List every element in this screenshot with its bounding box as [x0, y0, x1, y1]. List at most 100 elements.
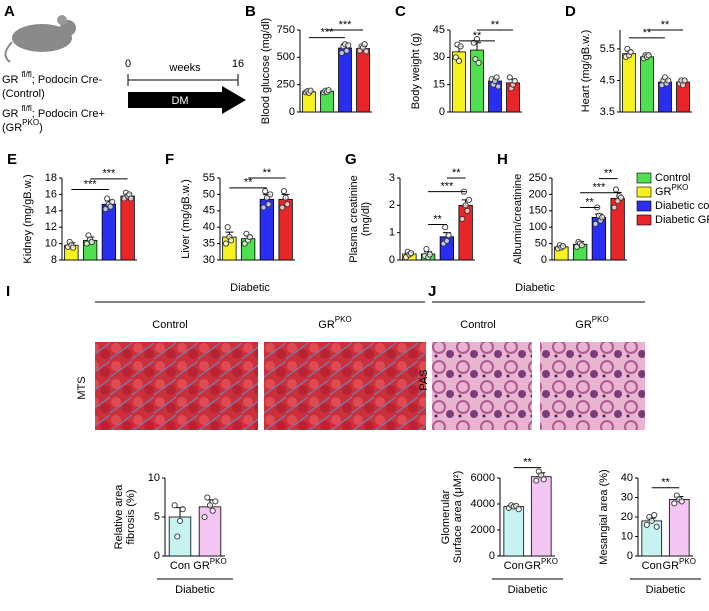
- legend-label: Diabetic GRPKO: [655, 211, 709, 226]
- y-tick-label: 0: [154, 550, 160, 562]
- data-point: [442, 224, 449, 231]
- bar: [503, 506, 525, 557]
- y-tick-label: 0: [389, 254, 395, 266]
- bar: [458, 204, 473, 261]
- significance-label: **: [585, 196, 594, 208]
- y-tick-label: 150: [529, 205, 547, 217]
- significance-label: **: [473, 30, 482, 42]
- group-label: Diabetic: [175, 584, 215, 596]
- bar: [530, 476, 552, 557]
- data-point: [260, 204, 267, 211]
- data-point: [262, 188, 269, 195]
- group-label: Diabetic: [508, 584, 548, 596]
- significance-label: ***: [102, 168, 116, 180]
- text: GR: [655, 186, 672, 198]
- y-tick-label: 45: [433, 24, 445, 36]
- legend-swatch: [636, 172, 652, 184]
- data-point: [107, 203, 114, 210]
- data-point: [560, 243, 567, 250]
- y-tick-label: 250: [277, 79, 295, 91]
- text: ; Podocin Cre+: [32, 108, 105, 120]
- text: PKO: [672, 183, 689, 192]
- data-point: [475, 59, 482, 66]
- y-tick-label: 16: [45, 188, 57, 200]
- text: PKO: [679, 557, 696, 566]
- y-axis-label: Liver (mg/gB.w.): [180, 179, 192, 258]
- data-point: [665, 77, 672, 84]
- x-tick-label: GRPKO: [663, 557, 696, 572]
- significance-label: ***: [339, 19, 353, 31]
- y-tick-label: 45: [203, 205, 215, 217]
- significance-label: **: [491, 19, 500, 31]
- data-point: [423, 246, 430, 253]
- data-point: [284, 201, 291, 208]
- data-point: [204, 494, 211, 501]
- significance-label: **: [244, 177, 253, 189]
- x-tick-label: Con: [504, 560, 524, 572]
- x-tick-label: Con: [170, 560, 190, 572]
- y-tick-label: 40: [203, 221, 215, 233]
- data-point: [457, 43, 464, 50]
- panel-letter: G: [345, 151, 357, 168]
- data-point: [671, 500, 678, 507]
- bar: [338, 47, 352, 113]
- group-label: Diabetic: [646, 584, 686, 596]
- y-tick-label: 3.5: [600, 106, 615, 118]
- significance-label: **: [604, 168, 613, 180]
- data-point: [325, 87, 332, 94]
- y-axis-label: Albumin/creatinine: [512, 174, 524, 265]
- panel-letter: F: [165, 151, 174, 168]
- data-point: [599, 214, 606, 221]
- significance-label: **: [643, 27, 652, 39]
- data-point: [280, 188, 287, 195]
- header: Diabetic: [230, 282, 270, 294]
- data-point: [612, 186, 619, 193]
- y-tick-label: 35: [203, 238, 215, 250]
- x-tick-label: GRPKO: [525, 557, 558, 572]
- y-tick-label: 8: [51, 254, 57, 266]
- y-tick-label: 14: [45, 205, 57, 217]
- data-point: [648, 517, 655, 524]
- data-point: [408, 250, 415, 257]
- text: GR: [193, 560, 210, 572]
- data-point: [455, 57, 463, 65]
- group-label: GR fl/fl; Podocin Cre+: [2, 104, 105, 120]
- text: GR: [575, 319, 592, 331]
- y-tick-label: 18: [45, 172, 57, 184]
- y-tick-label: 30: [203, 254, 215, 266]
- y-axis-label: Relative area: [113, 484, 125, 550]
- data-point: [70, 244, 77, 251]
- text: ; Podocin Cre-: [32, 74, 103, 86]
- data-point: [209, 507, 216, 514]
- y-axis-label: Mesangial area (%): [598, 469, 610, 564]
- data-point: [338, 49, 345, 57]
- panel-letter: I: [6, 283, 10, 300]
- y-tick-label: 3: [389, 172, 395, 184]
- significance-label: ***: [592, 182, 606, 194]
- data-point: [493, 74, 500, 81]
- y-tick-label: 15: [433, 79, 445, 91]
- y-tick-label: 6000: [471, 472, 495, 484]
- text: PKO: [22, 118, 39, 127]
- text: GR: [2, 108, 22, 120]
- y-tick-label: 0: [627, 550, 633, 562]
- text: GR: [525, 560, 542, 572]
- data-point: [643, 521, 650, 528]
- data-point: [645, 52, 652, 59]
- y-tick-label: 5: [154, 511, 160, 523]
- data-point: [343, 47, 350, 54]
- significance-label: **: [452, 167, 461, 179]
- legend-swatch: [636, 186, 652, 198]
- y-axis-label: (mg/dl): [360, 202, 372, 236]
- data-point: [511, 77, 518, 85]
- y-axis-label: Blood glucose (mg/dl): [260, 18, 272, 124]
- text: PKO: [541, 557, 558, 566]
- data-point: [651, 512, 658, 519]
- significance-label: **: [263, 167, 272, 179]
- significance-label: ***: [321, 27, 335, 39]
- text: Con: [504, 560, 524, 572]
- data-point: [462, 202, 469, 209]
- y-axis-label: Plasma creatinine: [348, 175, 360, 262]
- y-tick-label: 1: [389, 227, 395, 239]
- histology-image: [264, 342, 426, 430]
